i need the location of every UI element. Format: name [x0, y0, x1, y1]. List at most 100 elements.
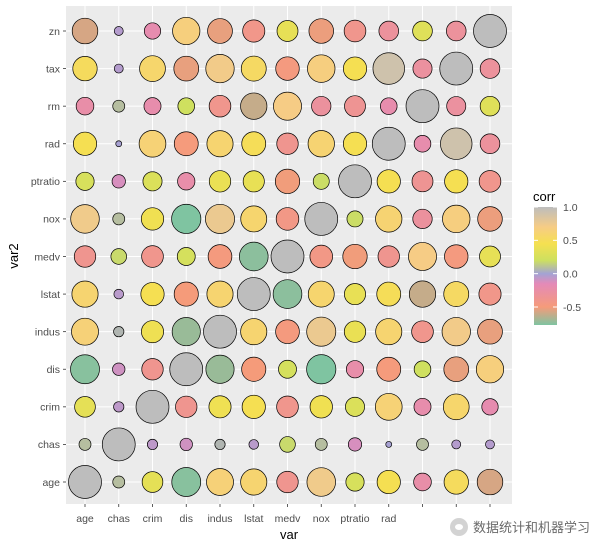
point-zn-rad	[479, 133, 501, 154]
legend-label: -0.5	[563, 302, 581, 314]
point-ptratio-tax	[342, 56, 368, 81]
point-rm-indus	[411, 320, 434, 343]
point-dis-chas	[179, 437, 193, 452]
x-tick-label-nox: nox	[313, 513, 331, 525]
point-chas-zn	[113, 26, 124, 36]
point-ptratio-lstat	[344, 283, 366, 306]
point-chas-crim	[113, 401, 125, 413]
point-tax-dis	[443, 356, 470, 383]
point-zn-ptratio	[478, 170, 502, 193]
point-rm-chas	[416, 438, 429, 451]
point-rad-indus	[375, 318, 403, 346]
point-ptratio-rad	[342, 131, 368, 156]
point-dis-age	[171, 467, 202, 497]
wechat-icon	[449, 517, 468, 536]
y-tick-label-rad: rad	[45, 139, 60, 151]
point-rad-medv	[377, 245, 400, 268]
point-lstat-crim	[241, 394, 266, 419]
point-tax-zn	[446, 20, 467, 42]
point-indus-age	[206, 468, 234, 496]
x-tick-label-rad: rad	[381, 513, 396, 525]
point-rad-ptratio	[376, 169, 401, 194]
point-crim-indus	[141, 320, 164, 344]
point-medv-tax	[275, 56, 300, 81]
point-crim-tax	[139, 55, 166, 82]
point-ptratio-indus	[343, 320, 367, 343]
point-chas-nox	[112, 212, 126, 226]
point-dis-crim	[175, 395, 198, 418]
point-zn-medv	[479, 245, 501, 268]
x-tick-label-medv: medv	[275, 513, 301, 525]
point-nox-medv	[309, 244, 333, 269]
point-crim-lstat	[140, 282, 165, 307]
point-indus-ptratio	[208, 170, 232, 193]
point-dis-indus	[171, 317, 201, 347]
point-rad-rm	[380, 97, 398, 115]
x-axis-title: var	[280, 527, 299, 542]
point-indus-zn	[207, 18, 233, 44]
point-ptratio-ptratio	[338, 164, 372, 199]
legend-label: 1.0	[563, 202, 578, 214]
point-nox-rad	[307, 130, 335, 158]
point-tax-rm	[446, 96, 467, 117]
point-indus-tax	[205, 54, 235, 84]
x-tick-label-dis: dis	[180, 513, 193, 525]
data-points	[68, 14, 507, 499]
point-lstat-medv	[239, 241, 269, 272]
point-tax-indus	[441, 317, 471, 347]
y-tick-label-crim: crim	[40, 402, 60, 414]
point-rad-lstat	[376, 281, 402, 307]
watermark: 数据统计和机器学习	[449, 517, 590, 536]
point-dis-rm	[177, 97, 195, 115]
point-nox-nox	[304, 202, 339, 236]
point-indus-medv	[207, 244, 233, 269]
point-chas-lstat	[113, 288, 124, 300]
legend-title: corr	[533, 189, 556, 204]
point-nox-indus	[306, 316, 337, 347]
point-zn-crim	[481, 398, 499, 416]
point-tax-rad	[440, 127, 473, 160]
point-rm-tax	[412, 58, 433, 79]
point-crim-zn	[143, 22, 162, 40]
point-age-chas	[78, 438, 92, 451]
y-tick-label-zn: zn	[49, 26, 60, 38]
point-chas-age	[112, 475, 126, 489]
y-tick-label-medv: medv	[34, 251, 60, 263]
legend-colorbar	[534, 207, 557, 325]
point-crim-nox	[140, 207, 165, 231]
point-ptratio-chas	[347, 437, 363, 452]
point-rm-nox	[412, 208, 433, 229]
point-lstat-chas	[248, 439, 259, 450]
point-nox-crim	[309, 395, 333, 419]
point-medv-crim	[276, 395, 299, 419]
point-indus-dis	[205, 354, 235, 384]
point-age-age	[68, 465, 102, 499]
point-tax-medv	[444, 244, 469, 269]
point-rm-ptratio	[411, 170, 434, 193]
point-ptratio-zn	[343, 19, 367, 43]
point-dis-tax	[173, 55, 200, 82]
point-rm-rad	[413, 135, 432, 153]
point-rm-age	[413, 472, 432, 492]
point-medv-nox	[275, 207, 300, 231]
x-axis-ticks: age chas crim dis indus lstat medv nox ptratio ra…	[76, 504, 491, 525]
point-ptratio-dis	[345, 360, 365, 379]
point-medv-chas	[279, 436, 296, 453]
y-axis-title: var2	[6, 243, 21, 268]
point-indus-chas	[214, 438, 226, 450]
point-medv-lstat	[272, 279, 303, 309]
point-age-nox	[70, 204, 100, 234]
point-medv-age	[276, 470, 299, 494]
point-age-crim	[74, 396, 96, 418]
point-chas-indus	[113, 326, 125, 338]
point-rm-rm	[405, 89, 440, 124]
y-tick-label-ptratio: ptratio	[31, 176, 60, 188]
point-medv-rad	[276, 132, 299, 155]
point-nox-zn	[308, 18, 334, 44]
y-tick-label-age: age	[42, 477, 60, 489]
point-nox-rm	[311, 96, 332, 117]
point-rm-crim	[413, 397, 432, 416]
point-age-dis	[70, 354, 100, 385]
point-lstat-rm	[240, 92, 268, 120]
